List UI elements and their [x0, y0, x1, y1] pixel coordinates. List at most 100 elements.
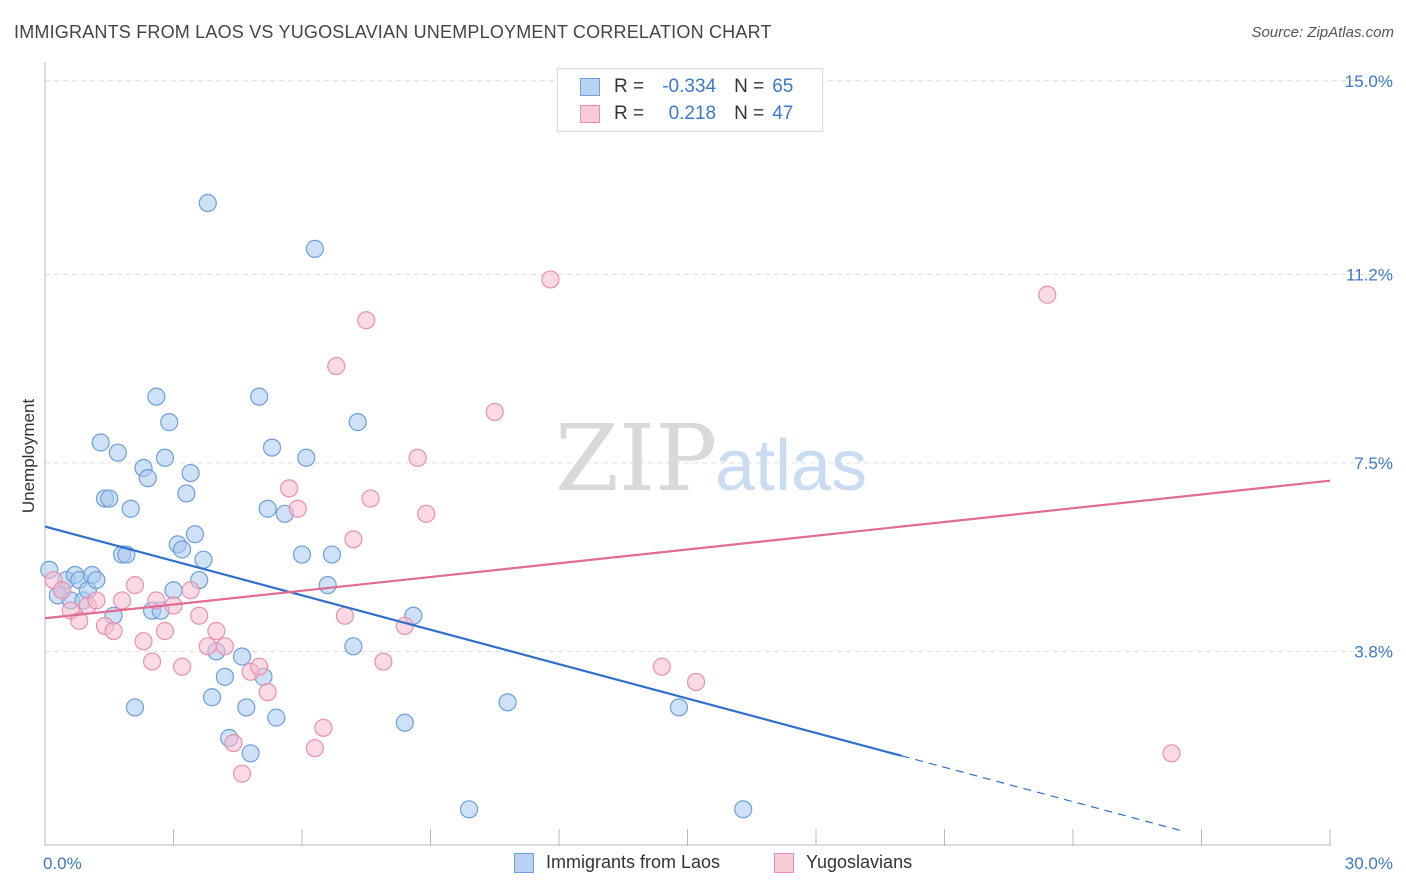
yugoslavian-point — [686, 672, 706, 692]
laos-point — [202, 688, 222, 707]
yugoslavian-point — [417, 504, 436, 523]
laos-point — [185, 525, 205, 544]
laos-point — [348, 413, 367, 432]
laos-point — [194, 550, 213, 569]
laos-point — [91, 433, 110, 452]
yugoslavian-point — [541, 270, 560, 289]
yugoslavian-point — [224, 733, 243, 753]
watermark-zip: ZIP — [555, 405, 717, 512]
yugoslavian-point — [155, 621, 175, 641]
yugoslavian-point — [344, 530, 363, 549]
tick-labels: 3.8% 7.5% 11.2% 15.0% 0.0% 30.0% — [43, 72, 1393, 873]
bottom-legend-swatch-pink — [774, 852, 794, 873]
laos-point — [172, 540, 192, 559]
yugoslavian-point — [190, 606, 209, 625]
yugoslavian-point — [53, 581, 72, 600]
source-label: Source: ZipAtlas.com — [1251, 24, 1394, 41]
legend-r-label: R = — [614, 76, 645, 97]
laos-point — [232, 647, 252, 666]
yugoslavian-point — [357, 311, 376, 330]
yugoslavian-point — [288, 499, 307, 518]
yugoslavian-point — [374, 652, 393, 671]
laos-point — [734, 800, 753, 819]
laos-point — [215, 667, 234, 686]
y-tick-label: 3.8% — [1354, 642, 1393, 661]
yugoslavian-point — [147, 591, 166, 610]
legend-n-label: N = — [734, 76, 765, 97]
legend-swatch-blue — [580, 78, 600, 96]
yugoslavian-point — [361, 489, 380, 508]
yugoslavian-point — [134, 632, 153, 651]
legend-r-label: R = — [614, 103, 645, 124]
yugoslavian-point — [305, 739, 324, 758]
bottom-legend-laos: Immigrants from Laos — [514, 852, 720, 873]
legend-n-value: 65 — [772, 76, 794, 97]
yugoslavian-point — [250, 657, 269, 676]
y-axis-label: Unemployment — [19, 399, 38, 514]
laos-point — [181, 463, 200, 483]
yugoslavian-point — [172, 657, 192, 676]
legend-r-value: 0.218 — [668, 103, 717, 124]
trend-lines — [44, 479, 1331, 833]
yugoslavian-point — [232, 764, 252, 783]
laos-point — [318, 576, 337, 595]
yugoslavian-point — [112, 591, 132, 610]
legend-n-value: 47 — [772, 103, 794, 124]
yugoslavian-point — [1038, 285, 1057, 304]
y-tick-label: 11.2% — [1346, 265, 1393, 284]
yugoslavian-point — [215, 637, 234, 656]
yugoslavian-point — [652, 657, 671, 676]
trend-line-laos — [44, 525, 902, 757]
yugoslavian-point — [395, 616, 414, 636]
x-tick-label: 0.0% — [43, 854, 82, 873]
laos-point — [297, 448, 316, 467]
laos-point — [160, 413, 179, 432]
yugoslavian-point — [125, 576, 145, 595]
yugoslavian-point — [408, 448, 427, 467]
yugoslavian-point — [181, 581, 200, 600]
bottom-legend-label: Yugoslavians — [806, 852, 913, 872]
yugoslavian-point — [198, 637, 217, 656]
y-tick-label: 7.5% — [1354, 454, 1393, 473]
yugoslavian-point — [335, 606, 354, 625]
yugoslavian-point — [327, 356, 346, 376]
laos-point — [198, 193, 217, 213]
laos-point — [121, 499, 140, 518]
legend: R = -0.334 N = 65 R = 0.218 N = 47 — [557, 68, 823, 132]
watermark-atlas: atlas — [715, 426, 867, 506]
laos-point — [267, 708, 286, 727]
laos-point — [292, 545, 312, 564]
bottom-legend-yugoslavians: Yugoslavians — [774, 852, 912, 873]
yugoslavian-point — [87, 591, 106, 610]
laos-point — [250, 387, 269, 406]
laos-point — [87, 570, 106, 590]
laos-point — [147, 387, 166, 406]
yugoslavian-point — [280, 479, 299, 498]
y-tick-label: 15.0% — [1345, 72, 1393, 91]
axes — [44, 62, 1331, 846]
bottom-legend-label: Immigrants from Laos — [546, 852, 721, 872]
yugoslavian-point — [207, 621, 226, 641]
laos-point — [669, 698, 689, 717]
laos-point — [258, 499, 277, 518]
trend-line-yugoslavians — [44, 479, 1331, 620]
laos-point — [155, 448, 175, 467]
laos-point — [322, 545, 342, 564]
laos-point — [395, 713, 414, 732]
yugoslavian-point — [258, 683, 277, 702]
yugoslavian-point — [1162, 744, 1181, 763]
chart-title: IMMIGRANTS FROM LAOS VS YUGOSLAVIAN UNEM… — [14, 22, 772, 42]
legend-row-laos: R = -0.334 N = 65 — [580, 75, 793, 99]
bottom-legend-swatch-blue — [514, 852, 534, 873]
laos-point — [177, 484, 196, 503]
laos-point — [100, 489, 119, 508]
yugoslavian-point — [104, 621, 123, 641]
yugoslavian-point — [142, 652, 162, 671]
legend-n-label: N = — [734, 103, 765, 124]
yugoslavian-point — [70, 611, 89, 630]
laos-point — [344, 637, 363, 656]
x-tick-label: 30.0% — [1345, 854, 1393, 873]
grid — [45, 80, 1395, 652]
legend-swatch-pink — [580, 105, 600, 123]
